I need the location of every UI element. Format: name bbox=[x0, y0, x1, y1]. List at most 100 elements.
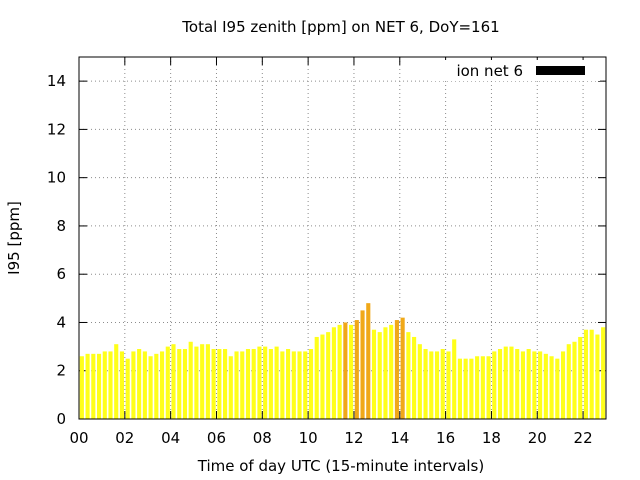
bar bbox=[331, 327, 336, 419]
bar bbox=[268, 349, 273, 419]
bar bbox=[274, 346, 279, 419]
bar bbox=[91, 353, 96, 419]
bar bbox=[96, 353, 102, 419]
bar bbox=[566, 344, 571, 419]
bar bbox=[486, 356, 491, 419]
bar bbox=[349, 324, 354, 419]
bar bbox=[171, 344, 176, 419]
x-tick-label: 16 bbox=[436, 429, 455, 447]
bar bbox=[497, 349, 503, 419]
bar bbox=[383, 327, 388, 419]
x-tick-label: 12 bbox=[344, 429, 363, 447]
bar bbox=[452, 339, 457, 419]
bar bbox=[371, 329, 377, 419]
bar bbox=[583, 329, 589, 419]
bar bbox=[549, 356, 554, 419]
bar bbox=[354, 320, 359, 419]
bar bbox=[469, 358, 474, 419]
bar bbox=[412, 336, 417, 419]
x-tick-label: 04 bbox=[161, 429, 180, 447]
bar bbox=[560, 351, 566, 419]
bar bbox=[223, 349, 228, 419]
y-tick-label: 2 bbox=[56, 362, 66, 380]
legend-label: ion net 6 bbox=[456, 62, 523, 80]
bar bbox=[400, 317, 405, 419]
bar bbox=[578, 336, 583, 419]
bar bbox=[114, 344, 119, 419]
bar bbox=[538, 351, 543, 419]
bar bbox=[377, 332, 382, 419]
bar bbox=[337, 324, 342, 419]
grid bbox=[78, 57, 606, 420]
bar bbox=[520, 351, 525, 419]
bar bbox=[205, 344, 210, 419]
bar bbox=[515, 349, 520, 419]
bar bbox=[119, 351, 125, 419]
bar bbox=[131, 351, 136, 419]
bar bbox=[440, 349, 445, 419]
bar bbox=[406, 332, 411, 419]
bar bbox=[228, 356, 233, 419]
bar bbox=[137, 349, 142, 419]
bar bbox=[200, 344, 205, 419]
bar bbox=[601, 327, 606, 419]
bar bbox=[526, 349, 531, 419]
bar bbox=[257, 346, 262, 419]
x-tick-label: 20 bbox=[528, 429, 547, 447]
bar bbox=[297, 351, 302, 419]
x-tick-label: 06 bbox=[207, 429, 226, 447]
bar bbox=[194, 346, 199, 419]
bar bbox=[320, 334, 325, 419]
bar bbox=[417, 344, 422, 419]
bar bbox=[366, 303, 371, 419]
bar bbox=[182, 349, 188, 419]
y-tick-label: 6 bbox=[56, 265, 66, 283]
bar bbox=[343, 322, 348, 419]
bar bbox=[457, 358, 462, 419]
bar bbox=[423, 349, 428, 419]
y-tick-label: 12 bbox=[47, 120, 66, 138]
bar bbox=[509, 346, 514, 419]
bar bbox=[125, 358, 130, 419]
x-tick-label: 18 bbox=[482, 429, 501, 447]
bar bbox=[492, 351, 497, 419]
bar bbox=[165, 346, 170, 419]
bar bbox=[263, 346, 268, 419]
bar bbox=[291, 351, 296, 419]
bar bbox=[463, 358, 468, 419]
bar bbox=[108, 351, 113, 419]
x-tick-label: 10 bbox=[299, 429, 318, 447]
bar bbox=[543, 353, 548, 419]
bar bbox=[303, 351, 308, 419]
x-tick-labels: 00 02 04 06 08 10 12 14 16 18 20 22 bbox=[69, 429, 592, 447]
bar bbox=[142, 351, 147, 419]
y-tick-label: 14 bbox=[47, 72, 66, 90]
x-tick-label: 22 bbox=[574, 429, 593, 447]
chart-title: Total I95 zenith [ppm] on NET 6, DoY=161 bbox=[181, 18, 499, 36]
bar bbox=[429, 351, 434, 419]
bar bbox=[251, 349, 256, 419]
x-tick-label: 00 bbox=[69, 429, 88, 447]
y-tick-label: 4 bbox=[56, 313, 66, 331]
bar bbox=[314, 336, 319, 419]
plot-frame bbox=[78, 56, 607, 420]
bar bbox=[446, 351, 451, 419]
bar bbox=[280, 351, 285, 419]
legend-box bbox=[428, 60, 600, 81]
bar bbox=[148, 356, 153, 419]
bar bbox=[188, 341, 193, 419]
bar bbox=[177, 349, 182, 419]
bar bbox=[240, 351, 245, 419]
x-tick-label: 08 bbox=[253, 429, 272, 447]
bar bbox=[475, 356, 480, 419]
legend-swatch bbox=[536, 66, 585, 75]
bar bbox=[286, 349, 291, 419]
bar bbox=[326, 332, 331, 419]
bar bbox=[102, 351, 107, 419]
bars bbox=[79, 303, 606, 419]
bar bbox=[160, 351, 165, 419]
bar bbox=[532, 351, 537, 419]
bar bbox=[394, 320, 399, 419]
x-tick-label: 02 bbox=[115, 429, 134, 447]
